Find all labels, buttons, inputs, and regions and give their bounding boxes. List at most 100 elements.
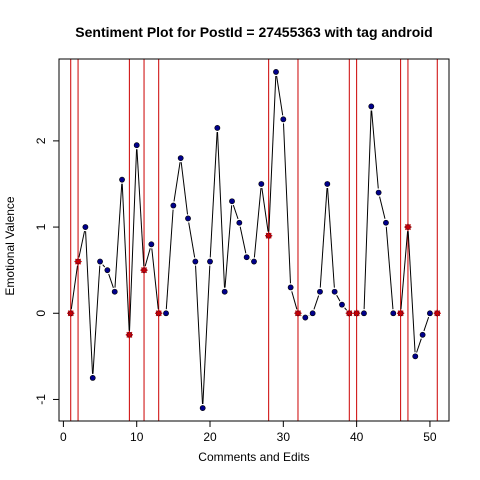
series-segment bbox=[144, 248, 151, 267]
series-segment bbox=[253, 188, 262, 258]
series-segment bbox=[92, 265, 101, 374]
series-segment bbox=[385, 226, 394, 310]
series-segment bbox=[224, 205, 233, 288]
edit-marker-stroke bbox=[155, 310, 162, 317]
edit-marker bbox=[345, 309, 353, 317]
series-segment bbox=[407, 231, 416, 353]
series-segment bbox=[379, 196, 386, 219]
data-point bbox=[229, 198, 235, 205]
data-point bbox=[383, 219, 389, 226]
series-segment bbox=[416, 338, 422, 353]
data-point bbox=[302, 314, 309, 321]
edit-markers bbox=[67, 223, 441, 339]
edit-marker-stroke bbox=[346, 310, 353, 317]
x-tick-label: 40 bbox=[350, 430, 364, 444]
data-point bbox=[309, 310, 316, 317]
data-point bbox=[163, 310, 169, 317]
edit-marker bbox=[404, 223, 412, 231]
series-segment bbox=[129, 149, 138, 331]
data-point bbox=[185, 215, 191, 222]
series-segment bbox=[195, 265, 203, 405]
series-segment bbox=[371, 110, 379, 189]
series-segment bbox=[327, 188, 335, 288]
data-point bbox=[390, 310, 397, 317]
series-segment bbox=[261, 187, 269, 232]
data-point bbox=[251, 258, 257, 265]
series-segment bbox=[102, 264, 106, 268]
y-axis: -1 0 1 2 bbox=[34, 137, 60, 405]
x-axis: 0 10 20 30 40 50 bbox=[60, 420, 437, 444]
series-segment bbox=[136, 149, 145, 267]
data-point bbox=[119, 176, 125, 183]
y-tick-label: -1 bbox=[34, 394, 48, 405]
series-segment bbox=[165, 209, 174, 310]
edit-marker bbox=[67, 309, 75, 317]
edit-marker-stroke bbox=[265, 232, 272, 239]
data-point bbox=[170, 202, 177, 209]
series-segment bbox=[363, 110, 372, 310]
edit-marker-stroke bbox=[67, 310, 74, 317]
data-point bbox=[427, 310, 433, 317]
data-point bbox=[258, 181, 265, 187]
series-segment bbox=[114, 183, 123, 288]
x-tick-label: 20 bbox=[203, 430, 217, 444]
series-segment bbox=[202, 265, 211, 405]
edit-marker bbox=[74, 257, 82, 266]
data-point bbox=[133, 142, 140, 149]
data-point bbox=[324, 181, 331, 187]
series-segment bbox=[85, 231, 94, 374]
data-point bbox=[331, 288, 338, 295]
series-segment bbox=[400, 231, 409, 310]
series-segment bbox=[188, 222, 196, 258]
x-tick-label: 30 bbox=[277, 430, 291, 444]
series-segment bbox=[217, 132, 225, 288]
edit-marker bbox=[155, 309, 163, 317]
data-point bbox=[221, 288, 228, 295]
x-tick-label: 50 bbox=[423, 430, 437, 444]
series-segment bbox=[344, 307, 348, 311]
series-segment bbox=[283, 123, 291, 284]
edit-marker bbox=[433, 309, 441, 317]
data-point bbox=[412, 353, 419, 360]
series-segment bbox=[423, 316, 430, 332]
data-point bbox=[199, 405, 206, 411]
series-segment bbox=[268, 76, 277, 232]
series-segment bbox=[151, 248, 159, 310]
data-point bbox=[339, 301, 345, 308]
edit-marker-stroke bbox=[404, 224, 411, 231]
y-tick-label: 1 bbox=[34, 223, 48, 230]
data-point bbox=[97, 258, 103, 265]
data-point bbox=[287, 284, 294, 291]
edit-marker bbox=[265, 232, 273, 240]
edit-marker-stroke bbox=[141, 267, 148, 274]
data-point bbox=[361, 310, 367, 317]
data-point bbox=[368, 103, 375, 110]
series-line-group bbox=[70, 75, 430, 405]
x-tick-label: 10 bbox=[130, 430, 144, 444]
edit-marker bbox=[125, 331, 133, 339]
data-point bbox=[214, 125, 221, 131]
data-point bbox=[111, 288, 118, 295]
data-point bbox=[419, 331, 426, 338]
edit-vertical-lines bbox=[70, 59, 438, 421]
edit-marker-stroke bbox=[294, 310, 302, 317]
y-axis-label: Emotional Valence bbox=[3, 196, 17, 295]
data-point bbox=[192, 258, 199, 265]
y-tick-label: 2 bbox=[34, 137, 48, 144]
data-point bbox=[273, 69, 279, 75]
series-segment bbox=[70, 265, 78, 310]
series-segment bbox=[108, 273, 114, 288]
edit-marker-stroke bbox=[75, 258, 82, 265]
data-point bbox=[207, 258, 213, 265]
edit-marker-stroke bbox=[126, 331, 133, 338]
x-axis-label: Comments and Edits bbox=[198, 450, 309, 464]
data-point bbox=[236, 219, 243, 226]
series-segment bbox=[121, 183, 130, 331]
series-segment bbox=[313, 295, 320, 310]
series-segment bbox=[336, 295, 341, 302]
series-segment bbox=[173, 162, 181, 202]
data-point bbox=[280, 116, 287, 123]
data-point bbox=[82, 224, 89, 230]
edit-marker bbox=[140, 266, 148, 274]
